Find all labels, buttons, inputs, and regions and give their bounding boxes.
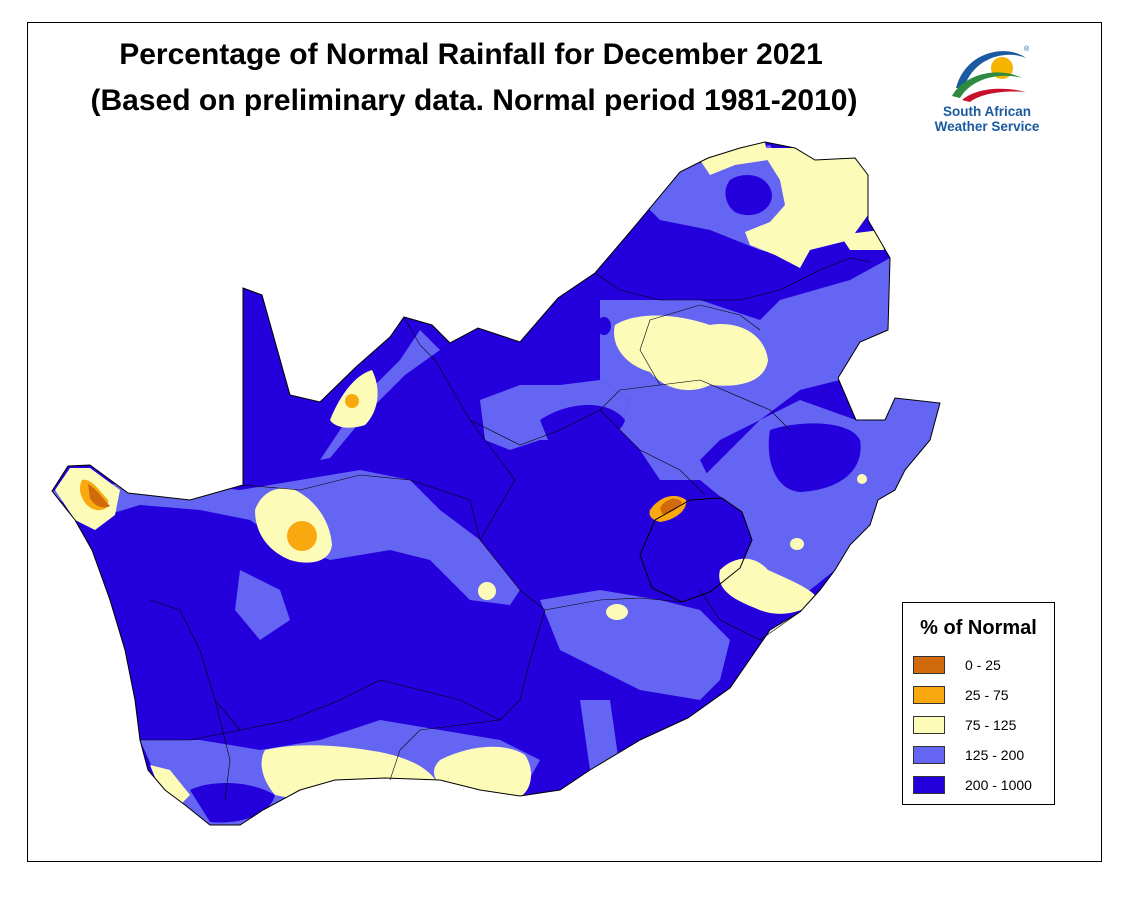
registered-mark: ® <box>1024 45 1030 53</box>
legend-swatch <box>913 656 945 674</box>
legend-label: 25 - 75 <box>965 687 1009 703</box>
legend-item-200-1000: 200 - 1000 <box>913 775 1032 795</box>
legend-item-25-75: 25 - 75 <box>913 685 1009 705</box>
legend-swatch <box>913 776 945 794</box>
saws-logo: ® South African Weather Service <box>932 44 1042 139</box>
legend-label: 200 - 1000 <box>965 777 1032 793</box>
legend-title: % of Normal <box>920 617 1037 639</box>
legend: % of Normal 0 - 25 25 - 75 75 - 125 125 … <box>902 602 1055 805</box>
map-subtitle: (Based on preliminary data. Normal perio… <box>90 84 858 117</box>
legend-swatch <box>913 686 945 704</box>
logo-line-1: South African <box>942 104 1031 119</box>
legend-label: 0 - 25 <box>965 657 1001 673</box>
zones-200-1000-islands <box>190 175 861 823</box>
legend-item-125-200: 125 - 200 <box>913 745 1024 765</box>
legend-swatch <box>913 746 945 764</box>
legend-item-75-125: 75 - 125 <box>913 715 1016 735</box>
legend-item-0-25: 0 - 25 <box>913 655 1001 675</box>
zones-0-25 <box>88 484 682 514</box>
legend-label: 75 - 125 <box>965 717 1017 733</box>
legend-swatch <box>913 716 945 734</box>
map-title: Percentage of Normal Rainfall for Decemb… <box>119 38 823 71</box>
logo-line-2: Weather Service <box>934 119 1040 134</box>
zones-75-125 <box>55 142 884 805</box>
province-borders <box>140 257 871 801</box>
saws-logo-icon: ® <box>952 45 1030 102</box>
saws-logo-text: South African Weather Service <box>932 104 1042 134</box>
legend-label: 125 - 200 <box>965 747 1025 763</box>
